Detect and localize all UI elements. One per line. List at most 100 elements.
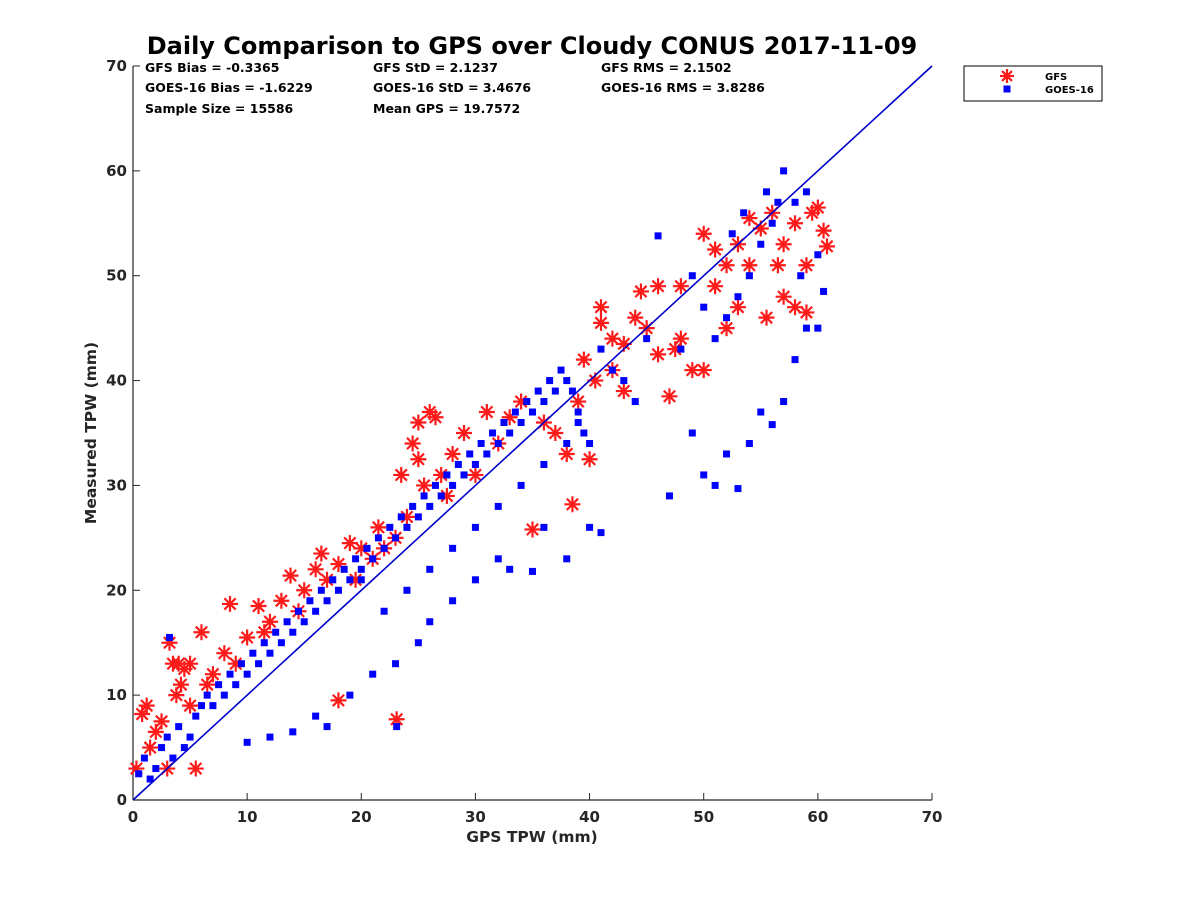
gfs-point bbox=[261, 613, 278, 630]
goes-16-point bbox=[443, 471, 451, 479]
goes-16-point bbox=[220, 691, 228, 699]
goes-16-point bbox=[466, 450, 474, 458]
goes-16-point bbox=[791, 356, 799, 364]
gfs-point bbox=[330, 556, 347, 573]
goes-16-point bbox=[306, 597, 314, 605]
goes-16-point bbox=[289, 728, 297, 736]
chart-title: Daily Comparison to GPS over Cloudy CONU… bbox=[147, 32, 918, 60]
goes-16-point bbox=[323, 597, 331, 605]
goes-16-point bbox=[506, 429, 514, 437]
goes-16-point bbox=[494, 502, 502, 510]
goes-16-point bbox=[597, 529, 605, 537]
stat-label: GFS RMS = 2.1502 bbox=[601, 60, 732, 75]
legend-marker-gfs bbox=[1000, 69, 1014, 83]
goes-16-point bbox=[780, 167, 788, 175]
goes-16-point bbox=[380, 544, 388, 552]
goes-16-point bbox=[283, 618, 291, 626]
goes-16-point bbox=[426, 565, 434, 573]
goes-16-point bbox=[711, 335, 719, 343]
goes-16-point bbox=[745, 272, 753, 280]
gfs-point bbox=[239, 629, 256, 646]
gfs-point bbox=[718, 257, 735, 274]
goes-16-point bbox=[529, 408, 536, 416]
goes-16-point bbox=[791, 198, 799, 206]
goes-16-point bbox=[237, 660, 245, 668]
goes-16-point bbox=[460, 471, 468, 479]
y-tick-label: 40 bbox=[106, 372, 127, 390]
goes-16-point bbox=[215, 681, 223, 689]
goes-16-point bbox=[260, 639, 268, 647]
goes-16-point bbox=[243, 670, 251, 678]
statistics-annotations: GFS Bias = -0.3365 GFS StD = 2.1237 GFS RM… bbox=[145, 60, 765, 116]
goes-16-point bbox=[483, 450, 491, 458]
goes-16-point bbox=[517, 419, 525, 427]
goes-16-point bbox=[489, 429, 497, 437]
goes-16-point bbox=[437, 492, 445, 500]
goes-16-point bbox=[346, 576, 354, 584]
goes-16-point bbox=[346, 691, 354, 699]
y-tick-label: 70 bbox=[106, 57, 127, 75]
legend-label-gfs: GFS bbox=[1045, 72, 1067, 83]
goes-16-point bbox=[357, 565, 365, 573]
gfs-point bbox=[775, 288, 792, 305]
goes-16-point bbox=[295, 607, 303, 615]
gfs-point bbox=[393, 466, 410, 483]
goes-16-point bbox=[643, 335, 651, 343]
gfs-point bbox=[370, 519, 387, 536]
goes-16-point bbox=[500, 419, 508, 427]
goes-16-point bbox=[135, 770, 143, 778]
goes-16-point bbox=[392, 660, 400, 668]
goes-16-point bbox=[449, 481, 457, 489]
gfs-point bbox=[296, 582, 313, 599]
goes-16-point bbox=[180, 744, 188, 752]
goes-16-point bbox=[403, 523, 411, 531]
gfs-point bbox=[313, 545, 330, 562]
gfs-point bbox=[581, 451, 598, 468]
goes-16-point bbox=[357, 576, 365, 584]
goes-16-point bbox=[540, 523, 548, 531]
goes-16-point bbox=[517, 481, 525, 489]
goes-16-point bbox=[574, 408, 582, 416]
goes-16-point bbox=[802, 324, 810, 332]
gfs-point bbox=[187, 760, 204, 777]
legend-box bbox=[963, 65, 1103, 102]
goes-16-point bbox=[329, 576, 337, 584]
goes-16-point bbox=[454, 460, 462, 468]
goes-16-point bbox=[768, 421, 776, 429]
gfs-point bbox=[330, 692, 347, 709]
goes-16-point bbox=[152, 765, 160, 773]
goes-16-point bbox=[620, 377, 628, 385]
goes-16-point bbox=[393, 723, 401, 731]
stat-label: GFS StD = 2.1237 bbox=[373, 60, 498, 75]
x-tick-label: 50 bbox=[693, 808, 714, 826]
gfs-point bbox=[138, 697, 155, 714]
gfs-point bbox=[632, 283, 649, 300]
y-axis-label: Measured TPW (mm) bbox=[82, 342, 100, 524]
goes-16-point bbox=[146, 775, 154, 783]
gfs-point bbox=[416, 477, 433, 494]
gfs-point bbox=[410, 451, 427, 468]
goes-16-point bbox=[249, 649, 257, 657]
x-tick-label: 40 bbox=[579, 808, 600, 826]
goes-16-point bbox=[369, 670, 377, 678]
goes-16-point bbox=[688, 429, 696, 437]
goes-16-point bbox=[300, 618, 308, 626]
goes-16-point bbox=[386, 523, 394, 531]
gfs-point bbox=[592, 299, 609, 316]
goes-16-point bbox=[392, 534, 400, 542]
x-tick-label: 0 bbox=[128, 808, 138, 826]
gfs-point bbox=[142, 739, 159, 756]
gfs-point bbox=[456, 425, 473, 441]
goes-16-point bbox=[369, 555, 377, 563]
goes-16-point bbox=[192, 712, 200, 720]
gfs-point bbox=[193, 624, 210, 641]
goes-16-point bbox=[255, 660, 263, 668]
goes-16-point bbox=[597, 345, 605, 353]
y-tick-label: 60 bbox=[106, 162, 127, 180]
goes-16-point bbox=[688, 272, 696, 280]
goes-16-point bbox=[169, 754, 177, 762]
goes-16-point bbox=[409, 502, 417, 510]
goes-16-point bbox=[580, 429, 588, 437]
stat-label: GOES-16 StD = 3.4676 bbox=[373, 80, 531, 95]
gfs-point bbox=[341, 535, 358, 552]
